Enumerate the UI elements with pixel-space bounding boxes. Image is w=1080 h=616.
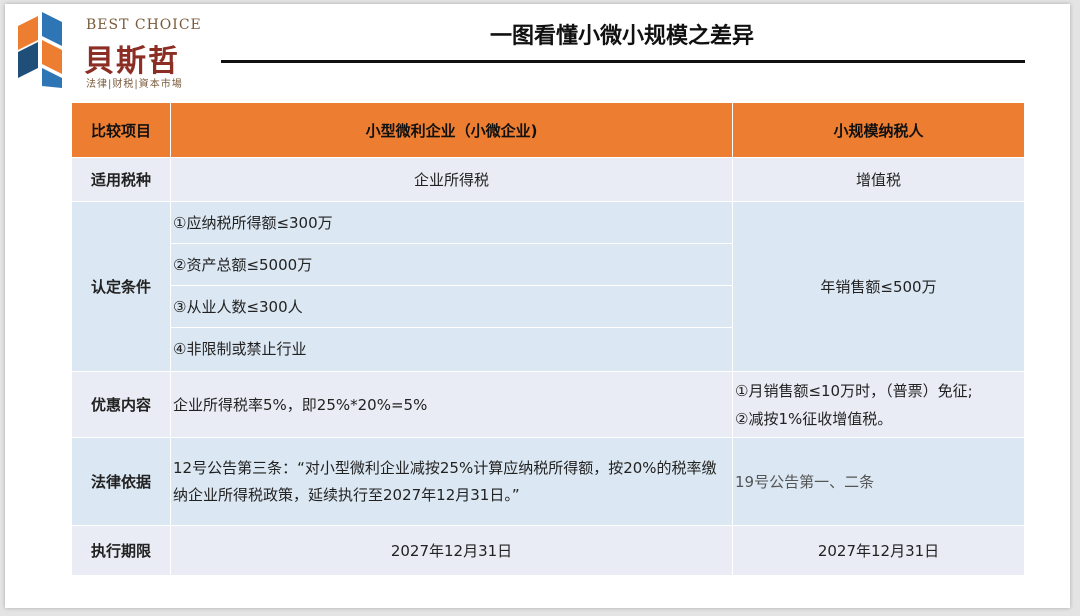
comparison-table: 比较项目 小型微利企业（小微企业) 小规模纳税人 适用税种 企业所得税 增值税 … <box>71 102 1025 576</box>
preference-item: ①月销售额≤10万时，（普票）免征; <box>735 381 973 400</box>
table-row: 执行期限 2027年12月31日 2027年12月31日 <box>71 525 1025 576</box>
header-compare-item: 比较项目 <box>71 102 171 158</box>
criteria-item: ④非限制或禁止行业 <box>173 340 307 358</box>
cell-small-micro: 12号公告第三条：“对小型微利企业减按25%计算应纳税所得额，按20%的税率缴纳… <box>170 437 733 526</box>
logo-english-name: BEST CHOICE <box>86 17 202 33</box>
table-row: 优惠内容 企业所得税率5%，即25%*20%=5% ①月销售额≤10万时，（普票… <box>71 371 1025 438</box>
cell-small-scale: ①月销售额≤10万时，（普票）免征; ②减按1%征收增值税。 <box>732 371 1025 438</box>
row-label: 优惠内容 <box>71 371 171 438</box>
logo-tagline: 法律|财税|資本市場 <box>86 79 183 90</box>
row-label: 执行期限 <box>71 525 171 576</box>
page-title: 一图看懂小微小规模之差异 <box>489 24 754 49</box>
criteria-item: ①应纳税所得额≤300万 <box>171 203 732 244</box>
cell-small-scale: 2027年12月31日 <box>732 525 1025 576</box>
criteria-item: ③从业人数≤300人 <box>171 286 732 328</box>
best-choice-logo-icon <box>18 12 62 88</box>
table-row: 适用税种 企业所得税 增值税 <box>71 157 1025 202</box>
header-small-micro: 小型微利企业（小微企业) <box>170 102 733 158</box>
table-row: 法律依据 12号公告第三条：“对小型微利企业减按25%计算应纳税所得额，按20%… <box>71 437 1025 526</box>
cell-small-scale: 19号公告第一、二条 <box>732 437 1025 526</box>
table-row: 认定条件 ①应纳税所得额≤300万 ②资产总额≤5000万 ③从业人数≤300人… <box>71 201 1025 372</box>
preference-item: ②减按1%征收增值税。 <box>735 409 893 428</box>
row-label: 法律依据 <box>71 437 171 526</box>
cell-small-micro: 2027年12月31日 <box>170 525 733 576</box>
criteria-item: ②资产总额≤5000万 <box>171 244 732 286</box>
table-header-row: 比较项目 小型微利企业（小微企业) 小规模纳税人 <box>71 102 1025 158</box>
title-underline <box>221 60 1025 63</box>
header-small-scale: 小规模纳税人 <box>732 102 1025 158</box>
cell-small-scale: 年销售额≤500万 <box>732 201 1025 372</box>
cell-small-micro: 企业所得税率5%，即25%*20%=5% <box>170 371 733 438</box>
logo-chinese-name: 貝斯哲 <box>84 44 180 79</box>
slide: BEST CHOICE 貝斯哲 法律|财税|資本市場 一图看懂小微小规模之差异 … <box>5 4 1070 608</box>
row-label: 认定条件 <box>71 201 171 372</box>
logo: BEST CHOICE 貝斯哲 法律|财税|資本市場 <box>12 8 212 92</box>
cell-small-scale: 增值税 <box>732 157 1025 202</box>
row-label: 适用税种 <box>71 157 171 202</box>
cell-small-micro: ①应纳税所得额≤300万 ②资产总额≤5000万 ③从业人数≤300人 ④非限制… <box>170 201 733 372</box>
cell-small-micro: 企业所得税 <box>170 157 733 202</box>
